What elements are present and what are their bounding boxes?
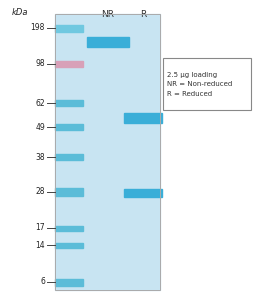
Text: kDa: kDa — [12, 8, 28, 17]
Bar — [123, 189, 161, 197]
Text: NR: NR — [101, 10, 114, 19]
Bar — [55, 242, 83, 247]
Bar — [55, 154, 83, 160]
Bar — [55, 278, 83, 286]
Text: 62: 62 — [35, 98, 45, 107]
Text: R: R — [139, 10, 146, 19]
Bar — [162, 58, 250, 110]
Text: 38: 38 — [35, 152, 45, 161]
Bar — [55, 124, 83, 130]
Text: 198: 198 — [30, 23, 45, 32]
Bar — [55, 188, 83, 196]
Bar — [55, 25, 83, 32]
Bar — [55, 100, 83, 106]
Bar — [123, 113, 161, 123]
Text: 98: 98 — [35, 59, 45, 68]
Text: 28: 28 — [35, 188, 45, 196]
Bar — [55, 14, 159, 290]
Text: 49: 49 — [35, 122, 45, 131]
Text: 2.5 μg loading
NR = Non-reduced
R = Reduced: 2.5 μg loading NR = Non-reduced R = Redu… — [166, 71, 231, 97]
Bar — [55, 226, 83, 230]
Bar — [55, 61, 83, 67]
Bar — [55, 14, 159, 290]
Bar — [87, 37, 129, 47]
Text: 6: 6 — [40, 278, 45, 286]
Text: 14: 14 — [35, 241, 45, 250]
Text: 17: 17 — [35, 224, 45, 232]
